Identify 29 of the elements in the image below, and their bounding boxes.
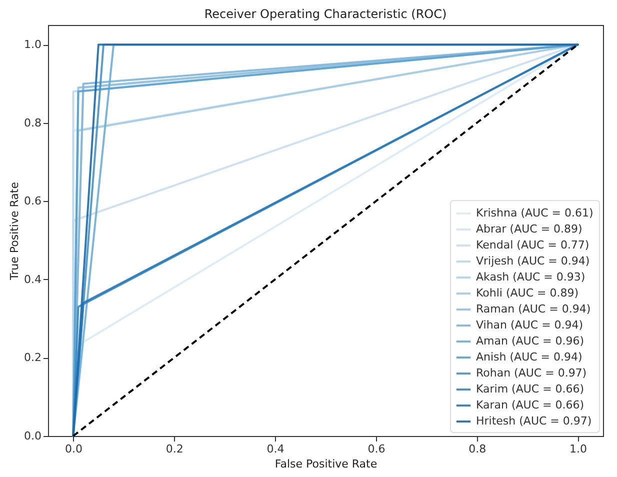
legend-label: Kohli (AUC = 0.89) xyxy=(476,286,579,300)
x-tick-label: 0.0 xyxy=(64,442,82,456)
x-axis-title: False Positive Rate xyxy=(274,458,378,470)
x-tick-label: 0.2 xyxy=(166,442,184,456)
legend-label: Vrijesh (AUC = 0.94) xyxy=(476,254,590,268)
x-tick-label: 0.8 xyxy=(468,442,486,456)
legend-label: Krishna (AUC = 0.61) xyxy=(476,206,594,220)
y-tick-label: 0.0 xyxy=(24,430,42,442)
legend-label: Hritesh (AUC = 0.97) xyxy=(476,414,592,428)
y-tick-label: 1.0 xyxy=(24,38,42,52)
y-axis-title: True Positive Rate xyxy=(8,182,22,281)
legend-label: Rohan (AUC = 0.97) xyxy=(476,366,587,380)
legend-label: Aman (AUC = 0.96) xyxy=(476,334,584,348)
chart-title: Receiver Operating Characteristic (ROC) xyxy=(204,7,447,21)
y-tick-label: 0.6 xyxy=(24,194,42,208)
y-tick-label: 0.4 xyxy=(24,272,42,286)
y-tick-label: 0.2 xyxy=(24,351,42,364)
x-tick-label: 0.4 xyxy=(266,442,284,456)
legend-label: Abrar (AUC = 0.89) xyxy=(476,222,582,236)
legend-label: Akash (AUC = 0.93) xyxy=(476,270,586,284)
legend-label: Karan (AUC = 0.66) xyxy=(476,398,584,412)
legend-label: Anish (AUC = 0.94) xyxy=(476,350,582,364)
legend-label: Karim (AUC = 0.66) xyxy=(476,382,584,396)
y-tick-label: 0.8 xyxy=(24,116,42,130)
x-tick-label: 0.6 xyxy=(368,442,386,456)
x-tick-label: 1.0 xyxy=(570,442,588,456)
legend-label: Kendal (AUC = 0.77) xyxy=(476,238,590,252)
legend-label: Vihan (AUC = 0.94) xyxy=(476,318,584,332)
legend-label: Raman (AUC = 0.94) xyxy=(476,302,591,316)
